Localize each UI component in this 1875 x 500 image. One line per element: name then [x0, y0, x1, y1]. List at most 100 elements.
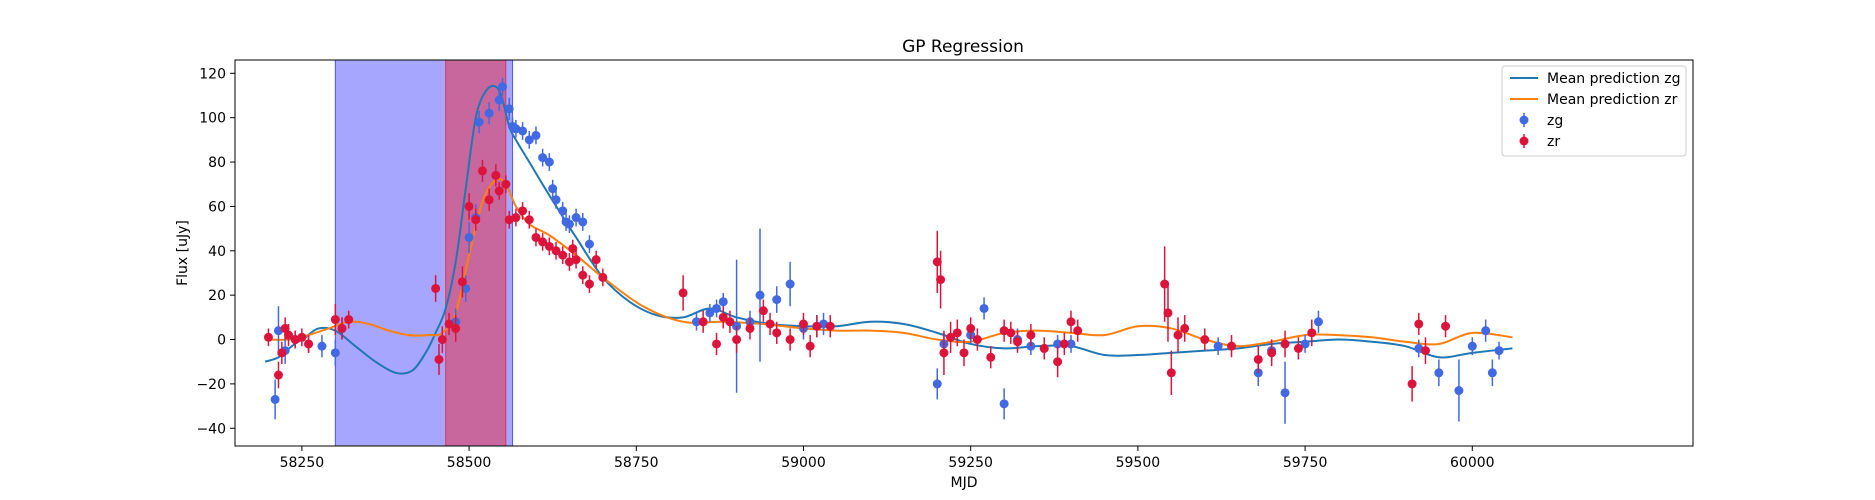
data-point-zg-59 — [1313, 310, 1323, 333]
marker — [538, 153, 548, 163]
data-point-zg-66 — [1494, 341, 1504, 360]
data-point-zr-13 — [437, 326, 447, 353]
marker — [959, 348, 969, 358]
marker — [518, 206, 528, 216]
data-point-zr-15 — [451, 315, 461, 342]
marker — [494, 186, 504, 196]
marker — [344, 315, 354, 325]
data-point-zr-12 — [434, 343, 444, 376]
marker — [457, 277, 467, 287]
marker — [330, 315, 340, 325]
x-tick-label-58500: 58500 — [447, 455, 492, 471]
data-point-zr-79 — [1227, 335, 1237, 358]
data-point-zg-14 — [494, 88, 504, 112]
marker — [270, 394, 280, 404]
marker — [932, 257, 942, 267]
data-point-zr-45 — [732, 326, 742, 353]
marker — [1414, 319, 1424, 329]
marker — [765, 319, 775, 329]
plot-frame — [234, 59, 1694, 447]
marker — [1293, 343, 1303, 353]
data-point-zr-34 — [568, 239, 578, 258]
data-point-zr-58 — [946, 321, 956, 353]
data-point-zg-19 — [518, 122, 528, 140]
y-tick-label-0: 0 — [217, 333, 226, 349]
marker — [1180, 323, 1190, 333]
marker — [263, 332, 273, 342]
data-point-zr-85 — [1407, 366, 1417, 402]
marker — [785, 279, 795, 289]
marker — [1434, 368, 1444, 378]
data-point-zg-64 — [1481, 319, 1491, 342]
marker — [1039, 343, 1049, 353]
marker — [1227, 341, 1237, 351]
marker — [1066, 317, 1076, 327]
data-point-zr-68 — [1039, 337, 1049, 360]
data-point-zr-87 — [1420, 337, 1430, 364]
marker — [544, 241, 554, 251]
data-point-zg-44 — [932, 368, 942, 400]
data-point-zr-56 — [936, 250, 946, 309]
marker — [755, 290, 765, 300]
data-point-zr-51 — [798, 312, 808, 336]
data-point-zg-23 — [544, 153, 554, 171]
data-point-zr-18 — [471, 208, 481, 231]
marker — [1441, 321, 1451, 331]
y-tick-label-80: 80 — [208, 155, 226, 171]
data-point-zr-83 — [1293, 337, 1303, 360]
data-point-zg-32 — [691, 312, 701, 331]
marker — [1006, 328, 1016, 338]
y-axis-label: Flux [uJy] — [175, 220, 191, 286]
marker — [1407, 379, 1417, 389]
marker — [1163, 308, 1173, 318]
marker — [1300, 339, 1310, 349]
marker — [1026, 330, 1036, 340]
x-tick-label-59250: 59250 — [948, 455, 993, 471]
data-point-zr-10 — [344, 310, 354, 329]
marker — [718, 297, 728, 307]
marker — [936, 275, 946, 285]
data-point-zr-32 — [558, 246, 568, 265]
data-point-zr-11 — [431, 275, 441, 302]
data-point-zr-59 — [952, 319, 962, 347]
data-point-zr-70 — [1059, 332, 1069, 356]
data-point-zg-25 — [551, 190, 561, 209]
data-point-zr-53 — [812, 315, 822, 338]
data-point-zg-58 — [1300, 335, 1310, 353]
data-point-zr-26 — [518, 201, 528, 220]
data-point-zg-22 — [538, 148, 548, 167]
x-tick-label-60000: 60000 — [1450, 455, 1495, 471]
marker — [952, 328, 962, 338]
marker — [999, 399, 1009, 409]
data-point-zr-49 — [772, 321, 782, 344]
data-point-zr-38 — [591, 250, 601, 269]
data-point-zg-47 — [979, 297, 989, 320]
data-point-zr-47 — [758, 299, 768, 322]
marker — [805, 341, 815, 351]
marker — [461, 283, 471, 293]
marker — [551, 246, 561, 256]
data-point-zr-30 — [544, 237, 554, 256]
marker — [571, 213, 581, 223]
data-point-zr-7 — [304, 335, 314, 353]
data-point-zg-13 — [484, 102, 494, 125]
marker — [1307, 328, 1317, 338]
data-point-zg-57 — [1280, 361, 1290, 424]
data-point-zg-34 — [712, 299, 722, 318]
data-point-zr-19 — [477, 159, 487, 183]
marker — [511, 213, 521, 223]
legend: Mean prediction zg Mean prediction zr zg… — [1501, 65, 1687, 157]
data-point-zg-54 — [1213, 337, 1223, 356]
marker — [1267, 348, 1277, 358]
data-point-zg-26 — [558, 201, 568, 220]
data-point-zr-29 — [538, 233, 548, 251]
marker — [477, 166, 487, 176]
x-tick-label-59750: 59750 — [1283, 455, 1328, 471]
marker — [551, 195, 561, 205]
data-point-zg-53 — [1066, 335, 1076, 353]
marker — [725, 317, 735, 327]
marker — [932, 379, 942, 389]
marker — [558, 206, 568, 216]
marker — [464, 201, 474, 211]
data-point-zr-0 — [263, 328, 273, 347]
